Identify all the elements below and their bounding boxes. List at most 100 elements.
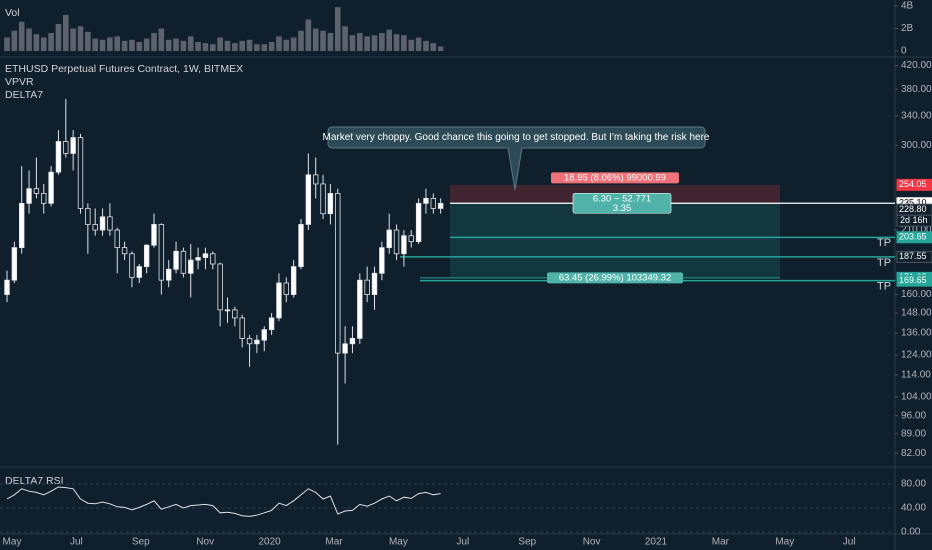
- candle-body: [210, 253, 216, 265]
- y-tick-label: 340.00: [901, 110, 932, 121]
- y-tick-label: 124.00: [901, 350, 932, 361]
- price-chip: [896, 274, 932, 287]
- candle-body: [401, 235, 407, 255]
- candle-body: [224, 309, 231, 312]
- candle-body: [305, 174, 312, 225]
- candle-body: [393, 229, 400, 255]
- y-tick-label: 420.00: [901, 60, 932, 71]
- candle-body: [276, 282, 282, 319]
- volume-bar: [342, 26, 348, 51]
- y-tick-label: 148.00: [901, 308, 932, 319]
- candle-body: [107, 216, 113, 231]
- price-chip-label: 228.80: [899, 204, 927, 214]
- volume-bar: [386, 29, 392, 51]
- entry-label: 3.35: [613, 203, 632, 214]
- candle-body: [173, 250, 179, 270]
- candle-body: [320, 183, 326, 215]
- volume-title: Vol: [5, 7, 20, 19]
- callout-box: [327, 126, 706, 191]
- volume-bar: [415, 37, 422, 51]
- volume-bar: [239, 40, 245, 51]
- x-tick-label: Sep: [132, 537, 150, 548]
- candle-body: [408, 235, 414, 243]
- candle-body: [85, 208, 91, 225]
- candle-body: [415, 202, 422, 243]
- volume-bar: [276, 36, 282, 51]
- tp-label: TP: [877, 237, 891, 249]
- x-tick-label: 2020: [258, 537, 281, 548]
- target-label: 63.45 (26.99%) 103349.32: [559, 272, 672, 283]
- candle-body: [99, 216, 106, 231]
- y-tick-label: 80.00: [901, 479, 926, 490]
- candle-body: [283, 282, 289, 295]
- candle-body: [195, 257, 201, 261]
- volume-bar: [18, 21, 25, 51]
- candle-body: [151, 224, 157, 246]
- volume-bar: [210, 44, 216, 51]
- volume-bar: [26, 28, 32, 51]
- x-tick-label: Jul: [843, 537, 856, 548]
- candle-body: [11, 247, 18, 281]
- y-tick-label: 96.00: [901, 410, 926, 421]
- candle-body: [261, 329, 267, 341]
- candle-body: [18, 202, 25, 249]
- volume-bar: [423, 40, 429, 51]
- candle-body: [92, 224, 98, 231]
- rsi-line: [6, 486, 441, 517]
- volume-bar: [187, 36, 194, 51]
- volume-bar: [114, 36, 121, 51]
- volume-bar: [224, 40, 231, 51]
- candle-body: [254, 339, 260, 345]
- tp-label: TP: [877, 281, 891, 293]
- y-tick-label: 2B: [901, 23, 914, 34]
- volume-bar: [143, 38, 150, 51]
- x-tick-label: Jul: [70, 537, 83, 548]
- indicator-name: VPVR: [5, 76, 34, 88]
- stop-label: 18.95 (8.06%) 99000.99: [564, 172, 666, 183]
- volume-bar: [393, 34, 400, 51]
- volume-bar: [195, 42, 201, 51]
- stop-label-box: [551, 172, 679, 184]
- candle-body: [342, 343, 348, 354]
- x-tick-label: Sep: [518, 537, 536, 548]
- candle-body: [430, 197, 436, 209]
- x-tick-label: May: [3, 537, 22, 548]
- price-chip: [896, 178, 932, 191]
- candle-body: [371, 272, 378, 295]
- volume-bar: [165, 39, 172, 51]
- indicator-name: DELTA7: [5, 89, 43, 101]
- price-chip-label: 169.65: [899, 275, 927, 285]
- price-chip-label: 254.05: [899, 179, 927, 189]
- volume-bar: [33, 34, 40, 51]
- candle-body: [386, 229, 392, 249]
- volume-bar: [4, 37, 10, 51]
- volume-bar: [217, 37, 223, 51]
- candle-body: [26, 188, 32, 204]
- x-tick-label: 2021: [645, 537, 668, 548]
- candle-body: [41, 193, 47, 204]
- candle-body: [202, 253, 209, 258]
- candle-body: [327, 193, 334, 215]
- candle-body: [180, 250, 187, 274]
- price-chip-label: 187.55: [899, 251, 927, 261]
- countdown: 2d 16h: [900, 215, 928, 225]
- candle-body: [290, 266, 297, 295]
- x-tick-label: May: [775, 537, 794, 548]
- volume-bar: [107, 37, 113, 51]
- candle-body: [114, 229, 120, 249]
- candle-body: [55, 141, 62, 173]
- y-tick-label: 82.00: [901, 448, 926, 459]
- volume-bar: [55, 24, 62, 51]
- volume-bar: [305, 19, 312, 51]
- volume-bar: [430, 43, 437, 51]
- volume-bar: [202, 43, 209, 51]
- candle-body: [121, 247, 128, 255]
- volume-bar: [40, 37, 47, 51]
- volume-bar: [268, 42, 275, 51]
- volume-bar: [334, 7, 341, 51]
- y-tick-label: 210.00: [901, 225, 932, 236]
- volume-bar: [232, 43, 238, 51]
- candle-body: [437, 202, 444, 209]
- volume-bar: [364, 36, 370, 51]
